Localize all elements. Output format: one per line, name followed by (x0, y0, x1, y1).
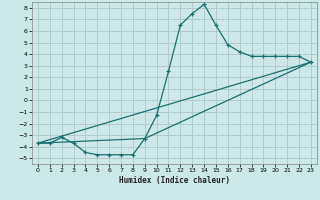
X-axis label: Humidex (Indice chaleur): Humidex (Indice chaleur) (119, 176, 230, 185)
